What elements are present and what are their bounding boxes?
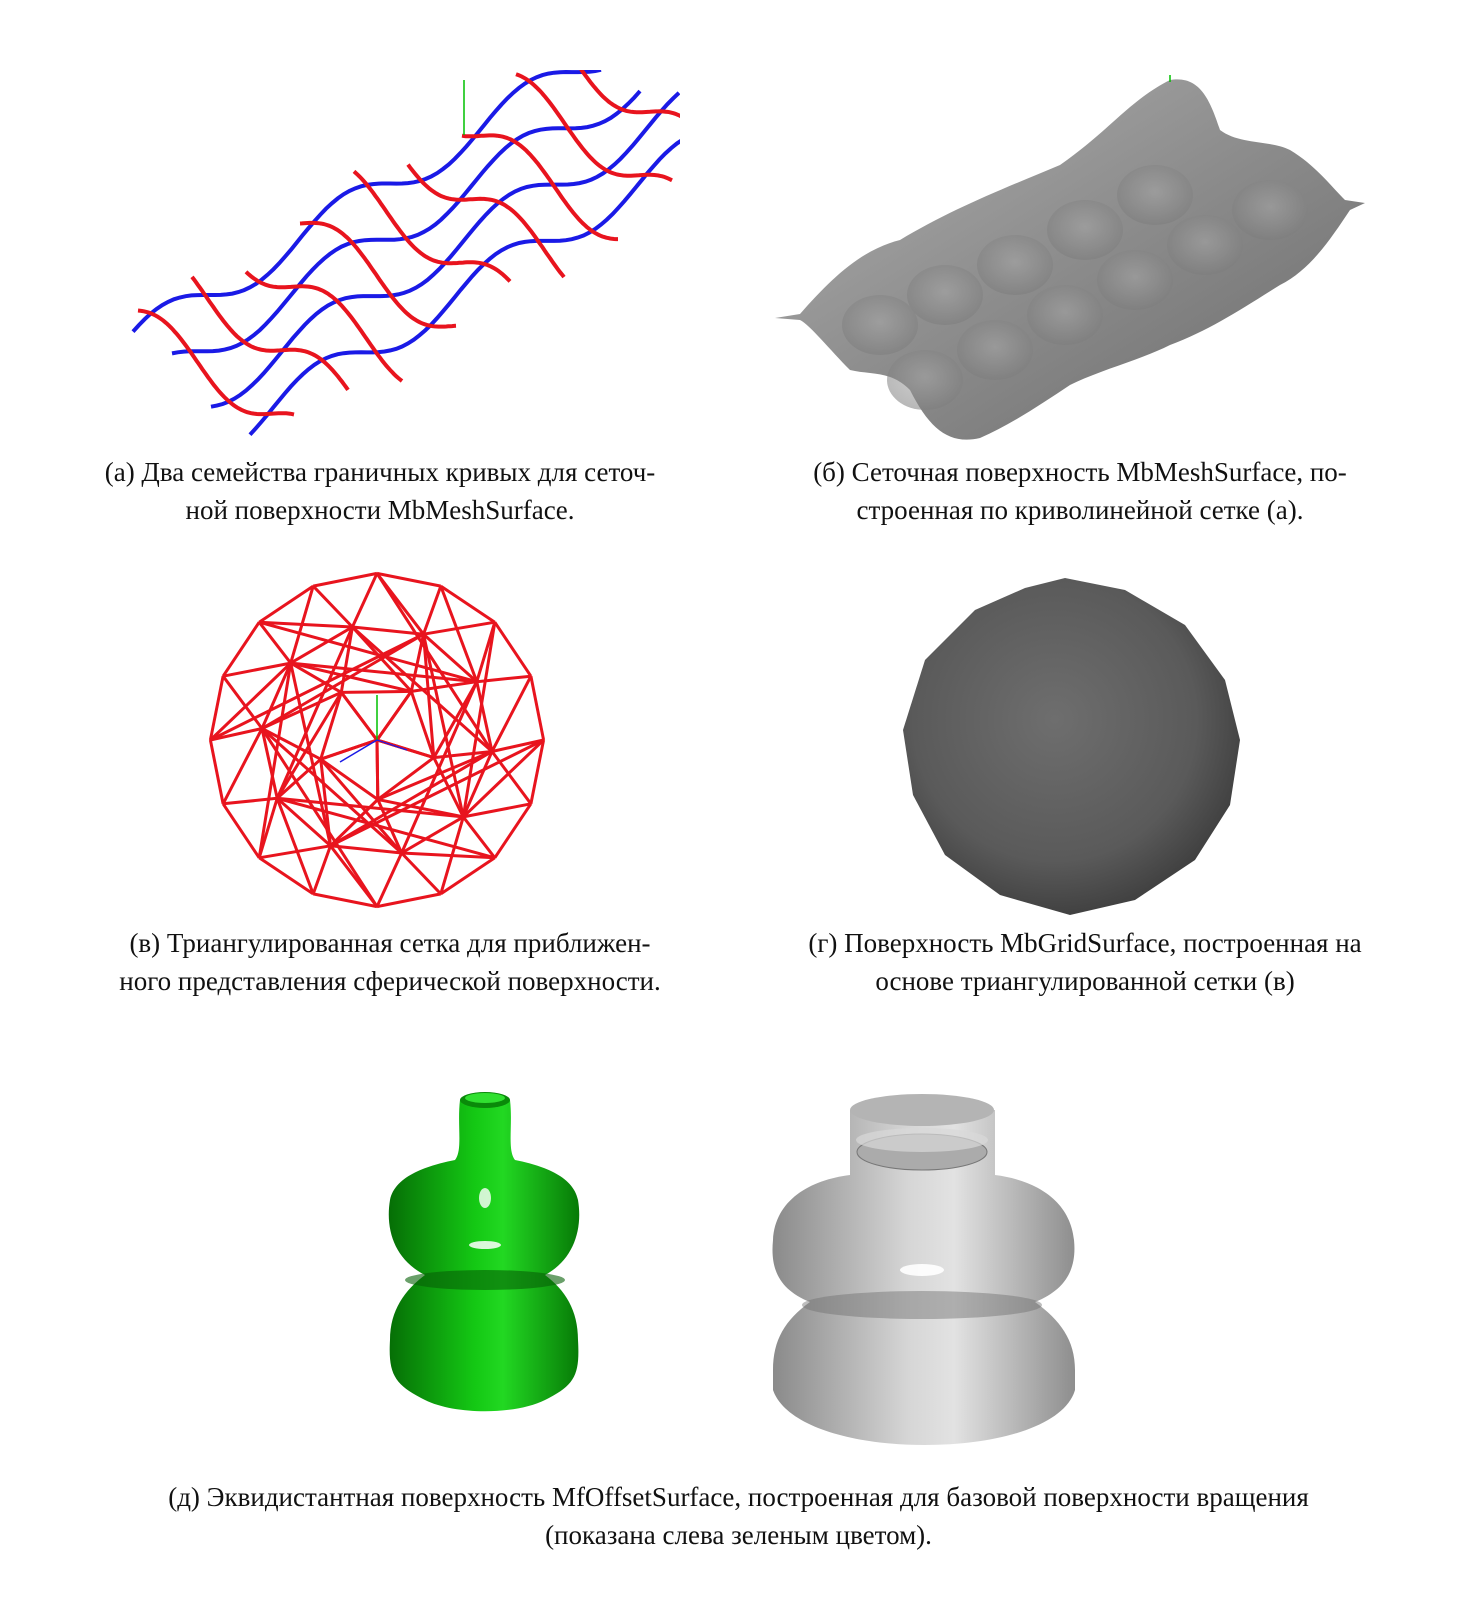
figure-b-mesh-surface (775, 75, 1365, 440)
figure-c-caption: (в) Триангулированная сетка для приближе… (119, 928, 661, 996)
figure-b-caption: (б) Сеточная поверхность MbMeshSurface, … (813, 457, 1347, 525)
figure-e-caption: (д) Эквидистантная поверхность MfOffsetS… (168, 1482, 1309, 1550)
figure-a-curve-grid (131, 70, 680, 437)
figure-d-grid-surface (903, 578, 1240, 915)
figure-a-caption: (а) Два семейства граничных кривых для с… (104, 457, 656, 525)
figure-e-offset-surface (772, 1094, 1075, 1445)
figure-c-triangulated-mesh (208, 571, 546, 909)
figure-d-caption: (г) Поверхность MbGridSurface, построенн… (808, 928, 1362, 996)
figure-e-base-surface (388, 1092, 580, 1412)
